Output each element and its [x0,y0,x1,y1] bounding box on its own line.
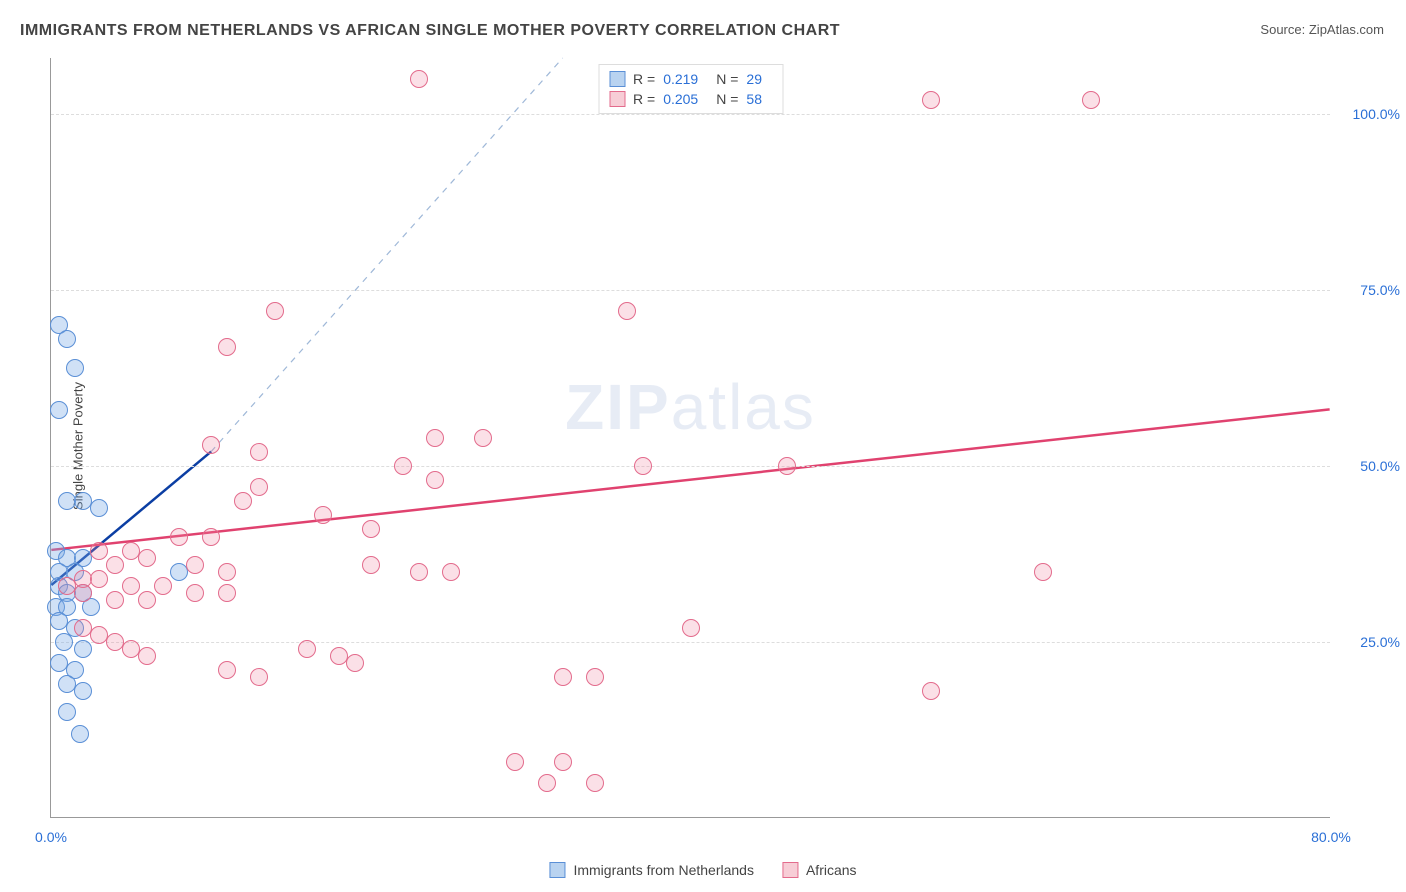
data-point-africans [442,563,460,581]
r-value-africans: 0.205 [663,91,698,107]
legend-item-africans: Africans [782,862,857,878]
r-label: R = [633,91,655,107]
trend-line [51,409,1329,550]
y-tick-label: 50.0% [1340,458,1400,474]
data-point-africans [154,577,172,595]
data-point-netherlands [55,633,73,651]
data-point-africans [234,492,252,510]
chart-container: IMMIGRANTS FROM NETHERLANDS VS AFRICAN S… [0,0,1406,892]
data-point-africans [346,654,364,672]
gridline [51,466,1330,467]
data-point-netherlands [58,703,76,721]
data-point-africans [218,338,236,356]
data-point-africans [266,302,284,320]
data-point-africans [90,542,108,560]
data-point-africans [586,668,604,686]
data-point-africans [778,457,796,475]
x-tick-label: 80.0% [1311,829,1351,845]
source-value: ZipAtlas.com [1309,22,1384,37]
swatch-africans [782,862,798,878]
data-point-netherlands [50,401,68,419]
r-value-netherlands: 0.219 [663,71,698,87]
data-point-africans [554,753,572,771]
data-point-africans [586,774,604,792]
data-point-africans [138,591,156,609]
data-point-africans [138,549,156,567]
data-point-netherlands [90,499,108,517]
data-point-africans [106,591,124,609]
data-point-africans [410,563,428,581]
source-label: Source: [1260,22,1305,37]
series-legend: Immigrants from Netherlands Africans [549,862,856,878]
data-point-netherlands [58,330,76,348]
data-point-africans [618,302,636,320]
data-point-africans [90,570,108,588]
data-point-africans [922,91,940,109]
source-attribution: Source: ZipAtlas.com [1260,22,1384,37]
data-point-africans [218,584,236,602]
data-point-africans [218,563,236,581]
data-point-africans [122,577,140,595]
data-point-africans [394,457,412,475]
gridline [51,114,1330,115]
swatch-africans [609,91,625,107]
trend-lines-svg [51,58,1330,817]
data-point-africans [202,528,220,546]
data-point-africans [426,471,444,489]
legend-row-netherlands: R = 0.219 N = 29 [609,69,772,89]
y-tick-label: 75.0% [1340,282,1400,298]
data-point-netherlands [74,640,92,658]
data-point-netherlands [66,359,84,377]
data-point-africans [1034,563,1052,581]
data-point-africans [298,640,316,658]
data-point-africans [250,443,268,461]
data-point-africans [426,429,444,447]
data-point-africans [202,436,220,454]
data-point-africans [506,753,524,771]
y-tick-label: 25.0% [1340,634,1400,650]
data-point-africans [362,556,380,574]
legend-item-netherlands: Immigrants from Netherlands [549,862,754,878]
r-label: R = [633,71,655,87]
data-point-africans [186,556,204,574]
n-value-netherlands: 29 [746,71,762,87]
data-point-africans [170,528,188,546]
legend-label-africans: Africans [806,862,857,878]
data-point-africans [474,429,492,447]
data-point-africans [250,478,268,496]
data-point-africans [922,682,940,700]
gridline [51,290,1330,291]
data-point-netherlands [74,682,92,700]
data-point-africans [538,774,556,792]
n-label: N = [716,91,738,107]
swatch-netherlands [549,862,565,878]
data-point-africans [1082,91,1100,109]
y-tick-label: 100.0% [1340,106,1400,122]
legend-label-netherlands: Immigrants from Netherlands [573,862,754,878]
data-point-netherlands [71,725,89,743]
data-point-africans [138,647,156,665]
n-value-africans: 58 [746,91,762,107]
data-point-africans [250,668,268,686]
gridline [51,642,1330,643]
trend-line [211,58,563,452]
legend-row-africans: R = 0.205 N = 58 [609,89,772,109]
data-point-africans [682,619,700,637]
data-point-africans [106,556,124,574]
data-point-africans [362,520,380,538]
data-point-africans [314,506,332,524]
x-tick-label: 0.0% [35,829,67,845]
data-point-africans [218,661,236,679]
n-label: N = [716,71,738,87]
data-point-africans [554,668,572,686]
data-point-africans [410,70,428,88]
data-point-africans [186,584,204,602]
data-point-africans [634,457,652,475]
chart-title: IMMIGRANTS FROM NETHERLANDS VS AFRICAN S… [20,22,840,40]
swatch-netherlands [609,71,625,87]
correlation-legend: R = 0.219 N = 29 R = 0.205 N = 58 [598,64,783,114]
data-point-africans [74,584,92,602]
plot-area: ZIPatlas R = 0.219 N = 29 R = 0.205 N = … [50,58,1330,818]
